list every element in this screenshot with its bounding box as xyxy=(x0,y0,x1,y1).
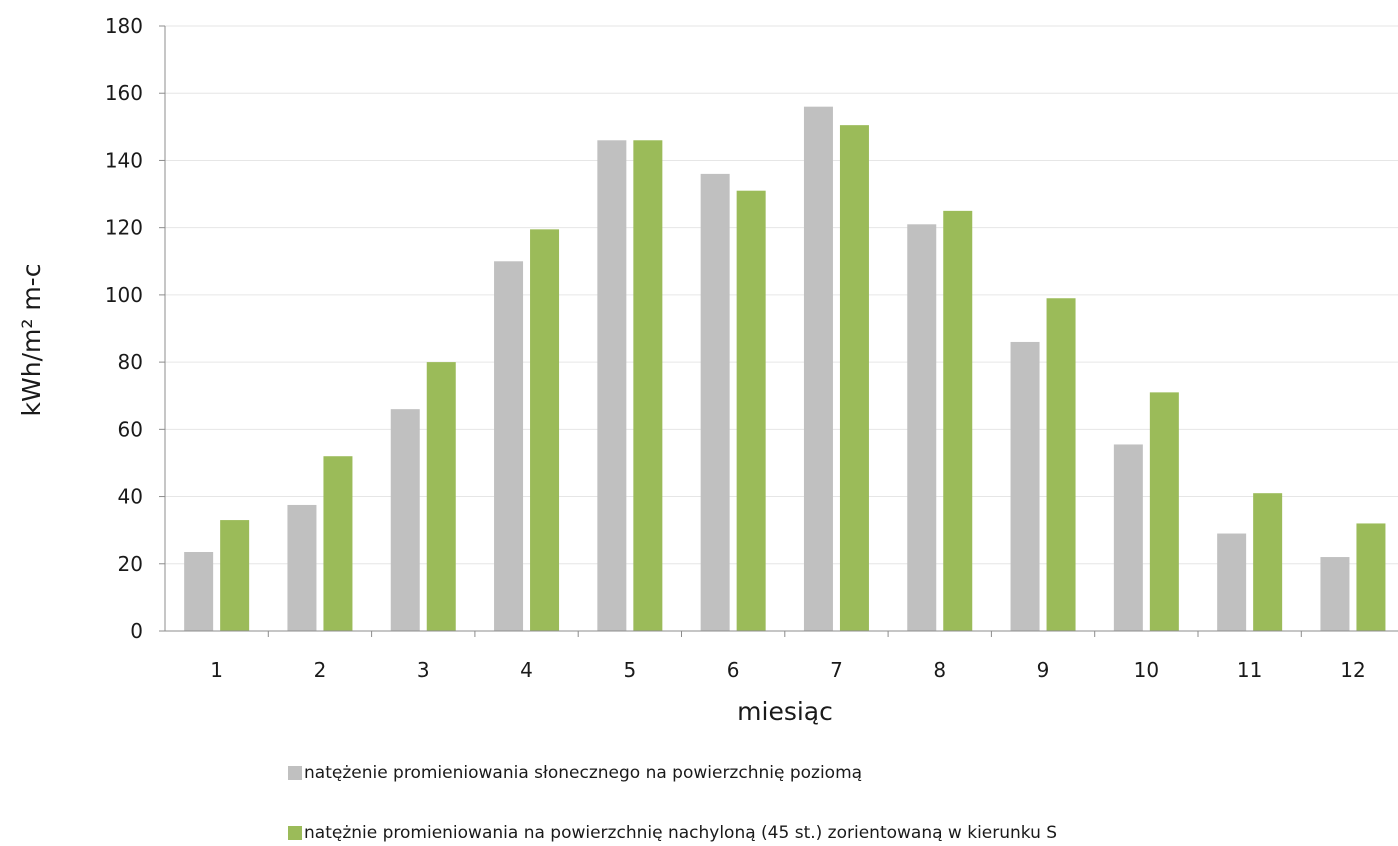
y-tick-label: 40 xyxy=(118,485,143,509)
bar-tilted-surface xyxy=(530,229,560,631)
x-tick-label: 7 xyxy=(830,658,843,682)
x-tick-label: 2 xyxy=(314,658,327,682)
bar-tilted-surface xyxy=(1253,493,1283,631)
x-tick-label: 4 xyxy=(520,658,533,682)
x-tick-label: 10 xyxy=(1134,658,1159,682)
legend-item-horizontal: natężenie promieniowania słonecznego na … xyxy=(288,760,1057,786)
y-tick-label: 20 xyxy=(118,552,143,576)
bar-horizontal-surface xyxy=(700,173,730,631)
y-tick-label: 140 xyxy=(105,148,143,172)
bar-tilted-surface xyxy=(1356,523,1386,631)
y-tick-label: 180 xyxy=(105,14,143,38)
x-tick-label: 6 xyxy=(727,658,740,682)
legend-label-horizontal: natężenie promieniowania słonecznego na … xyxy=(304,763,863,783)
bar-horizontal-surface xyxy=(494,261,524,631)
y-tick-label: 160 xyxy=(105,81,143,105)
bar-tilted-surface xyxy=(736,190,766,631)
bar-tilted-surface xyxy=(1046,298,1076,631)
legend-swatch-gray xyxy=(288,766,302,780)
bar-horizontal-surface xyxy=(907,224,937,632)
x-axis-title: miesiąc xyxy=(737,697,833,726)
bar-horizontal-surface xyxy=(597,140,627,631)
gridlines xyxy=(165,25,1398,565)
bar-tilted-surface xyxy=(839,125,869,632)
bar-horizontal-surface xyxy=(390,409,420,631)
legend-swatch-green xyxy=(288,826,302,840)
bar-horizontal-surface xyxy=(1320,557,1350,631)
bar-tilted-surface xyxy=(426,362,456,631)
bar-horizontal-surface xyxy=(1217,533,1247,631)
bar-tilted-surface xyxy=(633,140,663,631)
x-tick-label: 5 xyxy=(623,658,636,682)
x-tick-label: 1 xyxy=(210,658,223,682)
axes xyxy=(159,25,1398,637)
y-tick-label: 100 xyxy=(105,283,143,307)
bar-tilted-surface xyxy=(323,456,353,631)
bar-horizontal-surface xyxy=(287,504,317,631)
y-tick-label: 80 xyxy=(118,350,143,374)
legend-item-tilted: natężnie promieniowania na powierzchnię … xyxy=(288,820,1057,846)
bars xyxy=(184,106,1386,632)
bar-tilted-surface xyxy=(220,520,250,631)
bar-tilted-surface xyxy=(1149,392,1179,631)
y-tick-label: 120 xyxy=(105,216,143,240)
y-axis-title: kWh/m² m-c xyxy=(17,264,46,417)
x-tick-label: 8 xyxy=(933,658,946,682)
legend: natężenie promieniowania słonecznego na … xyxy=(288,760,1057,846)
bar-horizontal-surface xyxy=(1113,444,1143,631)
x-tick-label: 3 xyxy=(417,658,430,682)
x-tick-label: 12 xyxy=(1340,658,1365,682)
y-tick-label: 60 xyxy=(118,417,143,441)
bar-horizontal-surface xyxy=(1010,341,1040,631)
x-tick-label: 9 xyxy=(1037,658,1050,682)
bar-tilted-surface xyxy=(943,210,973,631)
y-tick-label: 0 xyxy=(130,619,143,643)
bar-horizontal-surface xyxy=(184,552,214,631)
legend-label-tilted: natężnie promieniowania na powierzchnię … xyxy=(304,823,1058,843)
x-tick-label: 11 xyxy=(1237,658,1262,682)
bar-horizontal-surface xyxy=(803,106,833,631)
